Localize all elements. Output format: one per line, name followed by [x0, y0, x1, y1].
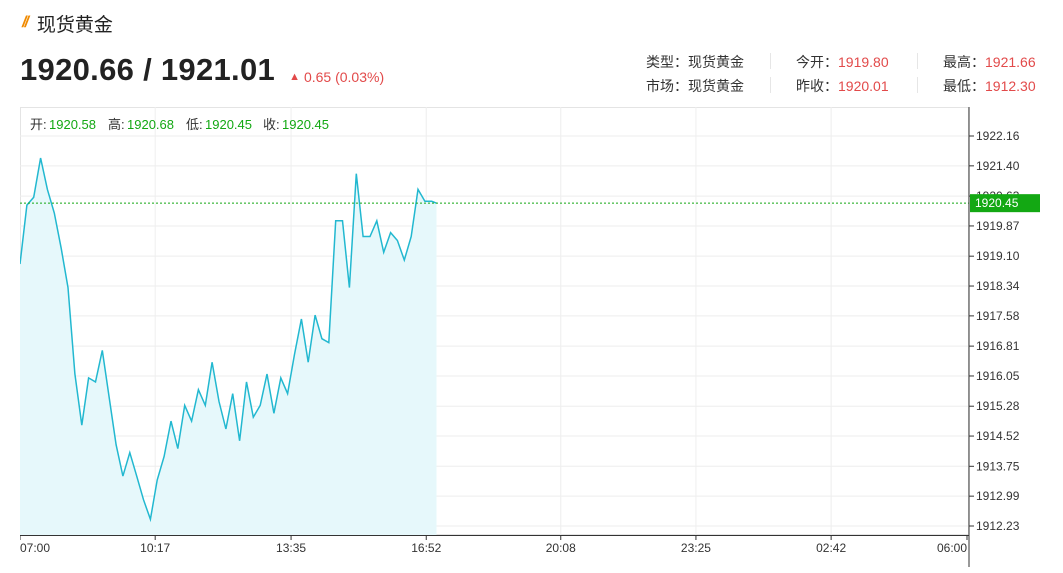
ohlc-low-label: 低:	[186, 117, 203, 132]
stat-open-value: 1919.80	[838, 54, 889, 70]
stat-open-label: 今开：	[796, 54, 838, 70]
x-tick-label: 10:17	[140, 541, 170, 555]
y-tick-label: 1912.23	[976, 519, 1020, 533]
price-change: ▲ 0.65 (0.03%)	[289, 69, 384, 85]
y-tick-label: 1916.05	[976, 369, 1020, 383]
stat-market-value: 现货黄金	[688, 78, 744, 94]
x-tick-label: 07:00	[20, 541, 50, 555]
y-tick-label: 1915.28	[976, 399, 1020, 413]
change-value: 0.65 (0.03%)	[303, 69, 385, 85]
x-tick-label: 23:25	[681, 541, 711, 555]
current-price-tag-bg	[970, 194, 1040, 213]
price-row: 1920.66 / 1921.01 ▲ 0.65 (0.03%)	[20, 52, 384, 88]
ohlc-open-label: 开:	[30, 117, 47, 132]
up-arrow-icon: ▲	[289, 71, 300, 83]
divider	[917, 53, 918, 69]
x-axis-ticks: 07:00 10:17 13:35 16:52 20:08 23:25 02:42 06:00	[19, 535, 968, 555]
stat-open: 今开：1919.80	[796, 52, 889, 72]
stat-high-value: 1921.66	[985, 54, 1036, 70]
x-tick-label: 06:00	[937, 541, 967, 555]
price-line	[19, 157, 437, 523]
y-tick-label: 1922.16	[976, 129, 1020, 143]
ohlc-close-value: 1920.45	[282, 117, 329, 132]
ohlc-high-value: 1920.68	[127, 117, 174, 132]
x-tick-label: 13:35	[276, 541, 306, 555]
y-tick-label: 1914.52	[976, 429, 1020, 443]
bid-ask-price: 1920.66 / 1921.01	[20, 52, 276, 87]
stat-type-value: 现货黄金	[688, 54, 744, 70]
divider	[770, 53, 771, 69]
y-tick-label: 1918.34	[976, 279, 1020, 293]
x-tick-label: 16:52	[411, 541, 441, 555]
y-axis-ticks: 1922.161921.401920.631919.871919.101918.…	[969, 129, 1020, 533]
ohlc-legend: 开: 1920.58 高: 1920.68 低: 1920.45 收: 1920…	[30, 117, 329, 132]
x-tick-label: 02:42	[816, 541, 846, 555]
stat-prev-close-label: 昨收：	[796, 78, 838, 94]
chart-container[interactable]: 1922.161921.401920.631919.871919.101918.…	[19, 107, 1041, 567]
divider	[770, 77, 771, 93]
x-tick-label: 20:08	[546, 541, 576, 555]
y-tick-label: 1912.99	[976, 489, 1020, 503]
stat-prev-close: 昨收：1920.01	[796, 76, 889, 96]
stat-high: 最高：1921.66	[943, 52, 1036, 72]
y-tick-label: 1919.87	[976, 219, 1020, 233]
stat-market: 市场：现货黄金	[646, 76, 744, 96]
stat-type: 类型：现货黄金	[646, 52, 744, 72]
page-title: 现货黄金	[36, 14, 113, 36]
title-bar: // 现货黄金	[22, 10, 113, 36]
ohlc-high-label: 高:	[108, 117, 125, 132]
current-price-value: 1920.45	[975, 196, 1019, 210]
ohlc-open-value: 1920.58	[49, 117, 96, 132]
ohlc-low-value: 1920.45	[205, 117, 252, 132]
stat-high-label: 最高：	[943, 54, 985, 70]
price-area	[20, 158, 437, 535]
divider	[917, 77, 918, 93]
stat-low-label: 最低：	[943, 78, 985, 94]
stat-low-value: 1912.30	[985, 78, 1036, 94]
y-tick-label: 1913.75	[976, 459, 1020, 473]
stat-market-label: 市场：	[646, 78, 688, 94]
y-tick-label: 1916.81	[976, 339, 1020, 353]
intraday-chart[interactable]: 1922.161921.401920.631919.871919.101918.…	[19, 107, 1041, 567]
double-slash-icon: //	[22, 14, 29, 31]
y-tick-label: 1921.40	[976, 159, 1020, 173]
y-tick-label: 1919.10	[976, 249, 1020, 263]
stat-type-label: 类型：	[646, 54, 688, 70]
current-price-tag: 1920.45	[970, 194, 1040, 213]
ohlc-close-label: 收:	[263, 117, 280, 132]
stat-prev-close-value: 1920.01	[838, 78, 889, 94]
y-tick-label: 1917.58	[976, 309, 1020, 323]
stat-low: 最低：1912.30	[943, 76, 1036, 96]
